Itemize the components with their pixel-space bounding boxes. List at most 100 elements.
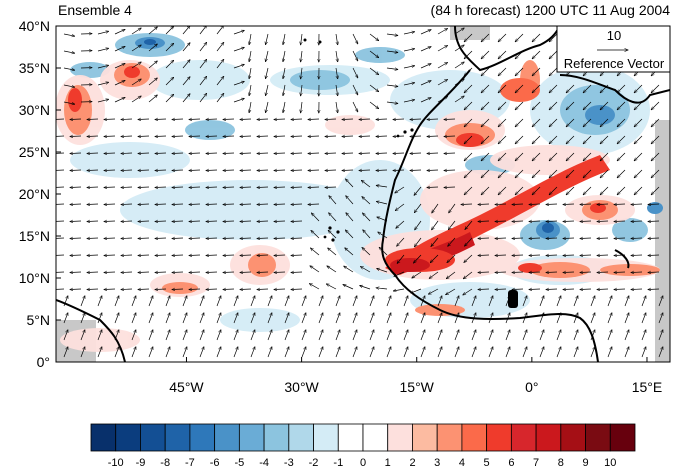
wind-vector <box>148 27 157 35</box>
wind-vector <box>250 347 255 358</box>
colorbar-label: -7 <box>185 457 195 469</box>
missing-data-north-2 <box>450 26 490 40</box>
wind-vector <box>114 29 125 35</box>
wind-vector <box>148 296 153 307</box>
wind-vector <box>495 221 507 222</box>
wind-vector <box>631 272 643 273</box>
wind-vector <box>427 119 439 120</box>
wind-vector <box>346 179 354 188</box>
wind-vector <box>335 313 340 324</box>
wind-vector <box>155 170 167 171</box>
wind-vector <box>87 289 99 290</box>
wind-vector <box>131 28 141 35</box>
colorbar-swatch <box>214 423 240 452</box>
wind-vector <box>206 187 218 188</box>
wind-vector <box>454 347 459 358</box>
wind-vector <box>138 136 150 137</box>
wind-vector <box>165 26 174 35</box>
wind-vector <box>284 313 289 324</box>
wind-vector <box>233 98 244 103</box>
wind-vector <box>87 272 99 273</box>
wind-vector <box>172 119 184 120</box>
wind-vector <box>97 82 109 86</box>
lat-tick-label: 20°N <box>19 186 50 202</box>
wind-vector <box>165 330 170 341</box>
wind-vector <box>546 204 558 205</box>
wind-vector <box>583 186 592 195</box>
wind-vector <box>155 221 167 222</box>
wind-vector <box>121 204 133 205</box>
wind-vector <box>291 204 303 205</box>
wind-vector <box>454 96 464 103</box>
wind-vector <box>70 136 82 137</box>
wind-vector <box>56 204 65 205</box>
wind-vector <box>600 101 609 110</box>
wind-vector <box>63 330 68 341</box>
wind-vector <box>495 289 507 290</box>
wind-vector <box>522 296 527 307</box>
wind-vector <box>634 186 643 195</box>
wind-vector <box>658 313 663 324</box>
wind-vector <box>573 347 578 358</box>
wind-vector <box>395 186 405 193</box>
colorbar-swatch <box>313 423 339 452</box>
wind-vector <box>369 347 374 358</box>
wind-vector <box>104 289 116 290</box>
wind-vector <box>549 33 558 42</box>
wind-vector <box>318 296 323 307</box>
wind-vector <box>498 152 507 161</box>
wind-vector <box>342 119 354 120</box>
wind-vector <box>249 84 252 96</box>
wind-vector <box>240 272 252 273</box>
wind-vector <box>240 289 252 290</box>
wind-vector <box>131 296 136 307</box>
wind-vector <box>87 119 99 120</box>
wind-vector <box>430 254 439 263</box>
colorbar-swatch <box>412 423 438 452</box>
wind-vector <box>325 119 337 120</box>
wind-vector <box>284 296 289 307</box>
wind-vector <box>233 30 244 35</box>
wind-vector <box>257 289 269 290</box>
wind-vector <box>614 238 626 239</box>
wind-vector <box>87 255 99 256</box>
wind-vector <box>464 118 473 127</box>
wind-vector <box>257 119 269 120</box>
wind-vector <box>250 330 255 341</box>
wind-vector <box>257 170 269 171</box>
wind-vector <box>437 29 448 35</box>
wind-vector <box>631 204 643 205</box>
wind-vector <box>361 267 371 273</box>
wind-vector <box>549 67 558 76</box>
wind-vector <box>481 118 490 127</box>
colorbar-label: 7 <box>533 457 539 469</box>
wind-vector <box>556 296 561 307</box>
wind-vector <box>70 204 82 205</box>
wind-vector <box>189 238 201 239</box>
wind-vector <box>495 255 507 256</box>
wind-vector <box>563 289 575 290</box>
wind-vector <box>634 152 643 161</box>
wind-vector <box>427 170 439 171</box>
wind-vector <box>189 289 201 290</box>
wind-vector <box>223 153 235 154</box>
wind-vector <box>403 296 408 307</box>
wind-vector <box>70 238 82 239</box>
wind-vector <box>240 119 252 120</box>
wind-vector <box>376 288 388 289</box>
wind-vector <box>274 289 286 290</box>
wind-vector <box>172 187 184 188</box>
wind-vector <box>369 330 374 341</box>
wind-vector <box>104 153 116 154</box>
wind-vector <box>359 153 371 154</box>
wind-vector <box>376 201 388 205</box>
wind-vector <box>325 136 337 137</box>
wind-vector <box>325 153 337 154</box>
wind-vector <box>532 169 541 178</box>
wind-vector <box>600 152 609 161</box>
colorbar-swatch <box>436 423 463 452</box>
wind-vector <box>189 204 201 205</box>
wind-vector <box>131 45 141 52</box>
wind-vector <box>597 289 609 290</box>
wind-vector <box>266 84 269 96</box>
